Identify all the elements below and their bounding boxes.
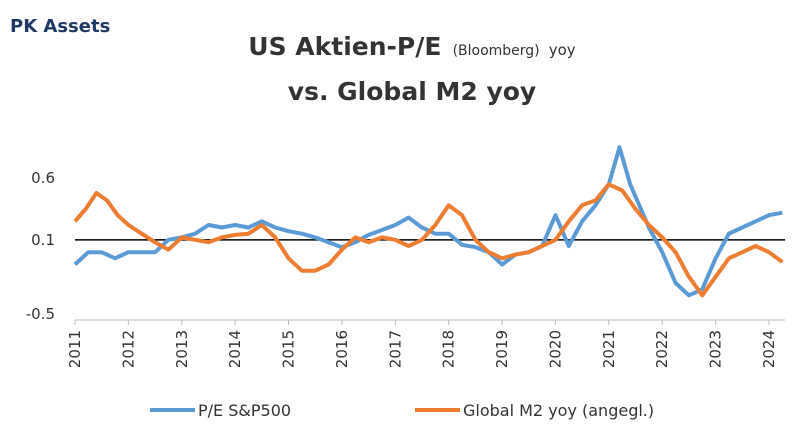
chart-subtitle: vs. Global M2 yoy bbox=[288, 77, 536, 106]
title-suffix: yoy bbox=[549, 41, 576, 59]
x-tick-label: 2015 bbox=[280, 330, 298, 368]
y-tick-label: -0.5 bbox=[26, 305, 55, 323]
y-tick-label: 0.6 bbox=[31, 169, 55, 187]
x-tick-label: 2016 bbox=[333, 330, 351, 368]
x-tick-label: 2011 bbox=[66, 330, 84, 368]
x-tick-label: 2020 bbox=[546, 330, 564, 368]
x-tick-label: 2017 bbox=[386, 330, 404, 368]
x-tick-label: 2018 bbox=[440, 330, 458, 368]
legend-label: Global M2 yoy (angegl.) bbox=[463, 401, 654, 420]
y-tick-label: 0.1 bbox=[31, 231, 55, 249]
title-note: (Bloomberg) bbox=[453, 43, 540, 59]
x-tick-label: 2021 bbox=[600, 330, 618, 368]
x-tick-label: 2013 bbox=[173, 330, 191, 368]
x-tick-label: 2014 bbox=[226, 330, 244, 368]
x-tick-label: 2023 bbox=[707, 330, 725, 368]
brand: PK Assets bbox=[10, 16, 110, 37]
series-line bbox=[73, 145, 783, 298]
x-tick-label: 2019 bbox=[493, 330, 511, 368]
chart-title: US Aktien-P/E (Bloomberg) yoy bbox=[248, 32, 576, 61]
title-main: US Aktien-P/E bbox=[248, 32, 441, 61]
x-tick-label: 2022 bbox=[653, 330, 671, 368]
legend-label: P/E S&P500 bbox=[198, 401, 291, 420]
x-tick-label: 2024 bbox=[760, 330, 778, 368]
series-line bbox=[73, 182, 784, 298]
x-tick-label: 2012 bbox=[119, 330, 137, 368]
